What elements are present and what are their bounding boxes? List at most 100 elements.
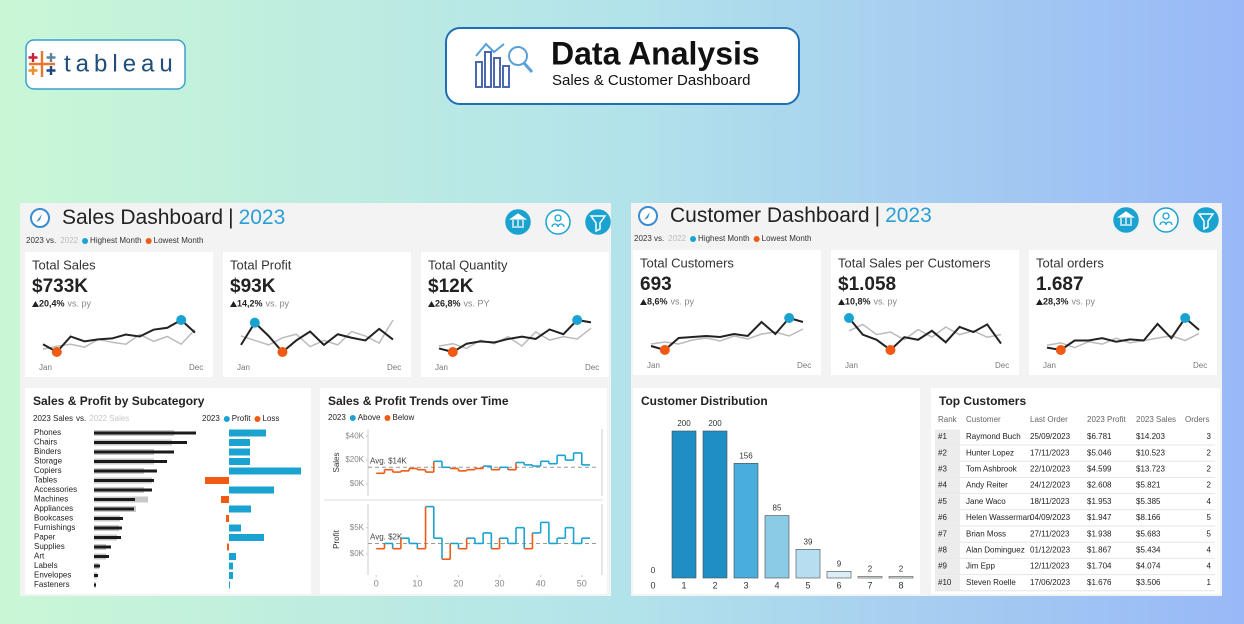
header-icon: [1153, 207, 1179, 233]
x-tick-label: Jan: [1043, 361, 1056, 370]
rank-cell: [935, 559, 960, 575]
lowest-dot: [659, 345, 670, 355]
table-cell: 5: [1207, 529, 1212, 538]
legend-dot: [82, 238, 89, 244]
bar: [94, 517, 123, 520]
table-cell: $4.599: [1087, 465, 1112, 474]
table-cell: Alan Dominguez: [966, 546, 1025, 555]
change-arrow: [428, 301, 435, 307]
table-cell: 5: [1207, 513, 1212, 522]
kpi-value: $12K: [428, 276, 474, 297]
table-cell: #5: [938, 497, 947, 506]
legend-text: 2022: [668, 234, 686, 243]
axis-label: Sales: [332, 452, 341, 472]
data-label: 200: [677, 419, 691, 428]
bar: [94, 469, 157, 473]
avg-label: Avg. $2K: [370, 533, 403, 542]
y-tick-label: Fasteners: [34, 580, 70, 589]
table-cell: 17/06/2023: [1030, 578, 1071, 587]
kpi-change: 8,6%: [647, 296, 668, 306]
table-cell: $1.867: [1087, 546, 1112, 555]
table-cell: 4: [1207, 562, 1212, 571]
bar: [94, 507, 134, 511]
sparkline: [1046, 316, 1200, 352]
column-header: 2023 Profit: [1087, 415, 1126, 424]
table-cell: 1: [1207, 578, 1212, 587]
kpi-card: [831, 250, 1019, 375]
table-cell: $5.683: [1136, 529, 1161, 538]
title-part: Customer Dashboard: [670, 204, 870, 227]
profit-bar: [229, 581, 230, 589]
logo-mark: [28, 51, 56, 77]
table-cell: $4.074: [1136, 562, 1161, 571]
y-tick-label: $5K: [350, 523, 365, 532]
logo-text: tableau: [64, 50, 178, 77]
table-cell: #9: [938, 562, 947, 571]
highest-dot: [176, 315, 187, 325]
rank-cell: [935, 445, 960, 461]
header-icon: [545, 209, 571, 235]
x-tick-label: 4: [774, 580, 779, 590]
column-header: Customer: [966, 415, 1001, 424]
legend-text: 2023 vs.: [634, 234, 664, 243]
table-cell: 24/12/2023: [1030, 481, 1071, 490]
y-tick-label: $40K: [345, 431, 364, 440]
sparkline: [240, 319, 394, 348]
table-card: [931, 388, 1220, 594]
table-cell: $2.608: [1087, 481, 1112, 490]
profit-bar: [229, 467, 301, 475]
data-label: 85: [773, 504, 782, 513]
table-cell: 2: [1207, 448, 1212, 457]
kpi-note: vs. py: [68, 298, 92, 308]
x-tick-label: 2: [712, 580, 717, 590]
y-tick-label: $0K: [350, 479, 365, 488]
x-tick-label: Dec: [995, 361, 1009, 370]
highest-dot: [784, 313, 795, 323]
compass-needle: [644, 212, 650, 220]
column-header: 2023 Sales: [1136, 415, 1176, 424]
legend-text: 2022 Sales: [89, 414, 129, 423]
highest-dot: [572, 315, 583, 325]
y-tick-label: Tables: [34, 476, 57, 485]
profit-bar: [229, 439, 250, 446]
sparkline: [42, 318, 196, 354]
table-cell: 2: [1207, 465, 1212, 474]
kpi-note: vs. py: [1072, 296, 1096, 306]
lowest-dot: [51, 347, 62, 357]
x-tick-label: 0: [374, 578, 379, 588]
page-subtitle: Sales & Customer Dashboard: [552, 72, 750, 89]
kpi-value: $93K: [230, 276, 276, 297]
kpi-value: $1.058: [838, 274, 896, 295]
x-tick-label: 3: [743, 580, 748, 590]
y-tick-label: Furnishings: [34, 523, 75, 532]
title-part: Sales Dashboard: [62, 206, 223, 229]
y-tick-label: Supplies: [34, 542, 65, 551]
table-cell: #8: [938, 546, 947, 555]
legend-text: Lowest Month: [762, 234, 812, 243]
x-tick-label: 6: [836, 580, 841, 590]
table-cell: #3: [938, 465, 947, 474]
x-tick-label: 1: [681, 580, 686, 590]
profit-bar: [229, 458, 250, 465]
kpi-change: 26,8%: [435, 298, 461, 308]
bar: [671, 430, 697, 579]
table-cell: #2: [938, 448, 947, 457]
x-tick-label: 30: [495, 578, 505, 588]
table-cell: Raymond Buch: [966, 432, 1021, 441]
kpi-label: Total Profit: [230, 257, 292, 272]
table-cell: Tom Ashbrook: [966, 465, 1018, 474]
kpi-value: $733K: [32, 276, 88, 297]
axis-label: Profit: [332, 529, 341, 548]
chart-title: Sales & Profit by Subcategory: [33, 394, 205, 408]
column-header: Orders: [1185, 415, 1209, 424]
legend-dot: [254, 416, 261, 422]
y-tick-label: Machines: [34, 495, 68, 504]
legend-text: vs.: [76, 414, 86, 423]
avg-label: Avg. $14K: [370, 456, 407, 465]
profit-bar: [229, 505, 251, 513]
title-box: [445, 27, 800, 105]
bar: [94, 555, 109, 558]
x-tick-label: Jan: [39, 363, 52, 372]
column-header: Rank: [938, 415, 958, 424]
icon-glyph: [1197, 213, 1215, 231]
